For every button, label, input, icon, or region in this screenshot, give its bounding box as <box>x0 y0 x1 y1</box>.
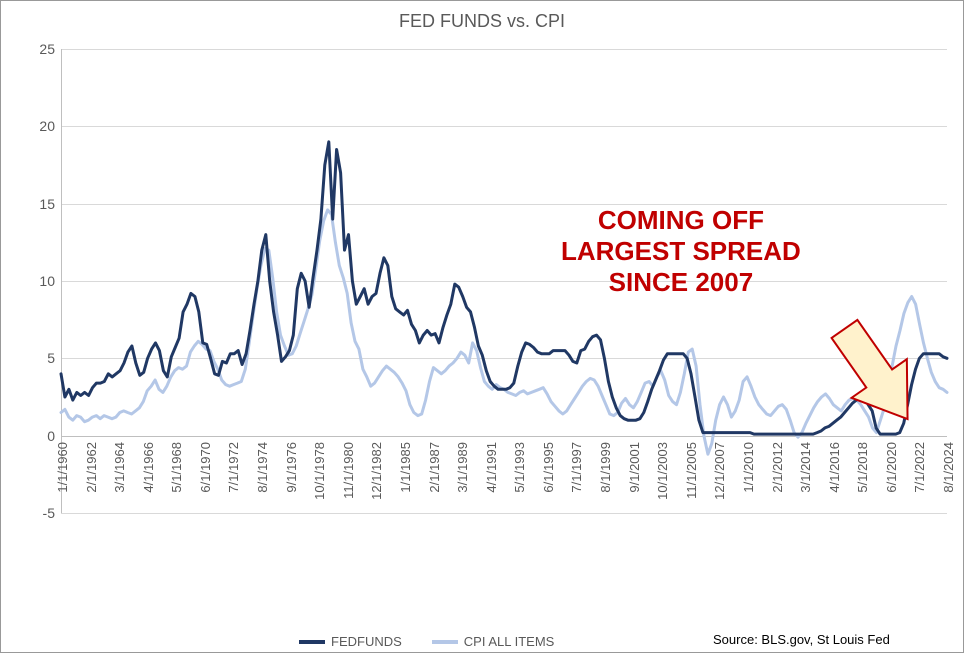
y-tick-label: 15 <box>15 196 55 212</box>
series-line-fedfunds <box>61 142 947 434</box>
y-tick-label: 5 <box>15 350 55 366</box>
legend-label: CPI ALL ITEMS <box>464 634 555 649</box>
annotation-text: COMING OFF LARGEST SPREAD SINCE 2007 <box>561 205 801 299</box>
legend-swatch <box>432 640 458 644</box>
y-tick-label: 20 <box>15 118 55 134</box>
legend-swatch <box>299 640 325 644</box>
chart-container: FED FUNDS vs. CPI -505101520251/1/19602/… <box>0 0 964 653</box>
plot-area: -505101520251/1/19602/1/19623/1/19644/1/… <box>61 49 947 513</box>
chart-title: FED FUNDS vs. CPI <box>1 11 963 32</box>
y-tick-label: 25 <box>15 41 55 57</box>
series-svg <box>61 49 947 513</box>
legend-item: CPI ALL ITEMS <box>432 634 555 649</box>
legend-label: FEDFUNDS <box>331 634 402 649</box>
y-tick-label: 0 <box>15 428 55 444</box>
source-text: Source: BLS.gov, St Louis Fed <box>713 632 890 647</box>
legend-item: FEDFUNDS <box>299 634 402 649</box>
arrow-icon <box>817 310 935 439</box>
legend: FEDFUNDS CPI ALL ITEMS <box>299 634 554 649</box>
y-tick-label: -5 <box>15 505 55 521</box>
grid-line <box>61 513 947 514</box>
y-tick-label: 10 <box>15 273 55 289</box>
annotation-arrow <box>831 319 921 429</box>
series-line-cpi <box>61 210 947 454</box>
